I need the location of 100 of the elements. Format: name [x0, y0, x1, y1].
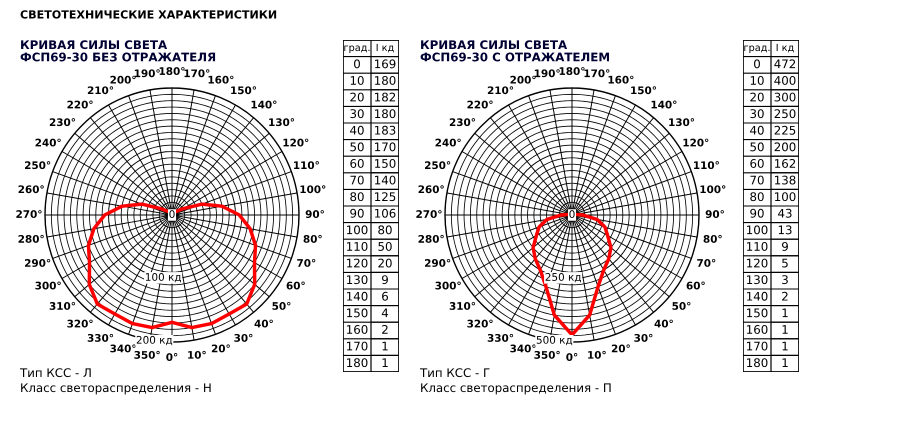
data-label: 5	[782, 258, 788, 268]
spoke-label: 340°	[510, 344, 536, 352]
y-tick-label: 30	[750, 109, 764, 118]
data-label: 100	[775, 192, 796, 202]
y-tick-label: 160	[747, 324, 768, 334]
spoke-label: 330°	[488, 334, 514, 342]
spoke-label: 280°	[18, 234, 44, 243]
y-tick-label: 160	[347, 324, 368, 334]
spoke-label: 220°	[67, 100, 93, 108]
spoke-label: 300°	[35, 282, 61, 290]
spoke-label: 320°	[67, 320, 93, 328]
spoke-label: 290°	[25, 258, 50, 267]
spoke-label: 250°	[425, 161, 450, 170]
y-tick-label: 100	[347, 225, 368, 234]
data-label: 140	[375, 176, 396, 185]
y-axis-title: град.	[344, 46, 370, 54]
y-tick-label: 0	[754, 59, 760, 68]
text: Класс светораспределения - П	[421, 383, 611, 394]
spoke-label: 60°	[286, 282, 305, 290]
spoke-label: 310°	[50, 302, 76, 310]
text: Тип КСС - Л	[20, 368, 91, 378]
data-label: 9	[382, 275, 388, 284]
spoke-label: 110°	[294, 161, 319, 170]
chart-title: КРИВАЯ СИЛЫ СВЕТА ФСП69-30 БЕЗ ОТРАЖАТЕЛЯ	[20, 40, 216, 62]
spoke-label: 10°	[588, 350, 606, 359]
spoke-label: 10°	[188, 350, 206, 359]
data-label: 1	[382, 358, 388, 367]
y-tick-label: 40	[750, 126, 764, 135]
spoke-label: 330°	[88, 334, 114, 342]
spoke-label: 350°	[534, 350, 560, 359]
data-label: 43	[778, 208, 792, 218]
spoke-label: 260°	[18, 185, 44, 194]
y-tick-label: 140	[747, 292, 768, 301]
y-tick-label: 70	[750, 176, 764, 185]
y-tick-label: 20	[750, 92, 764, 102]
spoke-label: 140°	[652, 100, 676, 108]
data-label: 1	[382, 342, 388, 350]
spoke-label: 180°	[560, 67, 585, 76]
data-label: 6	[382, 292, 388, 301]
y-tick-label: 150	[347, 308, 368, 318]
data-label: 182	[375, 92, 396, 102]
spoke-label: 240°	[436, 138, 461, 147]
y-tick-label: 10	[750, 76, 764, 85]
y-tick-label: 20	[350, 92, 364, 102]
data-label: 170	[375, 142, 396, 152]
spoke-label: 270°	[416, 210, 442, 218]
y-tick-label: 60	[350, 158, 364, 168]
data-label: 180	[375, 109, 396, 118]
spoke-label: 100°	[700, 185, 726, 194]
spoke-label: 220°	[467, 100, 493, 108]
data-label: 2	[382, 324, 388, 334]
data-label: 162	[775, 158, 796, 168]
spoke-label: 130°	[269, 118, 294, 126]
text: Тип КСС - Г	[420, 368, 490, 378]
spoke-label: 90°	[706, 210, 724, 218]
spoke-label: 180°	[160, 67, 185, 76]
y-tick-label: 120	[347, 258, 368, 268]
spoke-label: 70°	[297, 258, 316, 267]
spoke-label: 20°	[212, 344, 230, 352]
spoke-label: 160°	[208, 76, 234, 84]
data-label: 180	[375, 76, 396, 85]
spoke-label: 0°	[166, 353, 178, 361]
spoke-label: 210°	[88, 86, 114, 94]
data-label: 400	[774, 76, 796, 85]
data-label: 138	[775, 176, 796, 185]
spoke-label: 230°	[50, 118, 76, 126]
y-tick-label: 90	[350, 208, 364, 218]
spoke-label: 40°	[254, 320, 273, 328]
y-tick-label: 0	[169, 210, 175, 218]
spoke-label: 280°	[418, 234, 444, 243]
data-label: 13	[778, 225, 792, 234]
y-tick-label: 80	[350, 192, 364, 202]
spoke-label: 200°	[510, 76, 536, 84]
spoke-label: 120°	[684, 138, 708, 147]
spoke-label: 160°	[608, 76, 634, 84]
spoke-label: 80°	[304, 234, 322, 243]
y-tick-label: 0	[354, 59, 360, 68]
y-tick-label: 140	[347, 292, 368, 301]
y-tick-label: 100 кд	[146, 273, 181, 282]
text: СВЕТОТЕХНИЧЕСКИЕ ХАРАКТЕРИСТИКИ	[20, 10, 276, 19]
spoke-label: 110°	[694, 161, 719, 170]
data-label: 20	[378, 258, 392, 268]
data-label: 4	[382, 308, 388, 318]
data-label: 200	[774, 142, 796, 152]
y-tick-label: 170	[747, 342, 768, 351]
spoke-label: 290°	[425, 258, 450, 267]
spoke-label: 100°	[300, 185, 326, 194]
spoke-label: 320°	[467, 320, 493, 328]
data-label: 50	[378, 242, 392, 251]
y-tick-label: 130	[347, 275, 368, 284]
spoke-label: 210°	[488, 86, 514, 94]
y-tick-label: 110	[347, 242, 368, 251]
y-tick-label: 200 кд	[136, 336, 172, 346]
x-tick-label: I кд	[376, 44, 394, 52]
spoke-label: 340°	[110, 344, 136, 352]
data-label: 2	[782, 292, 788, 301]
spoke-label: 60°	[686, 282, 705, 290]
y-tick-label: 0	[569, 210, 575, 218]
y-tick-label: 180	[347, 358, 368, 368]
spoke-label: 80°	[704, 234, 722, 243]
